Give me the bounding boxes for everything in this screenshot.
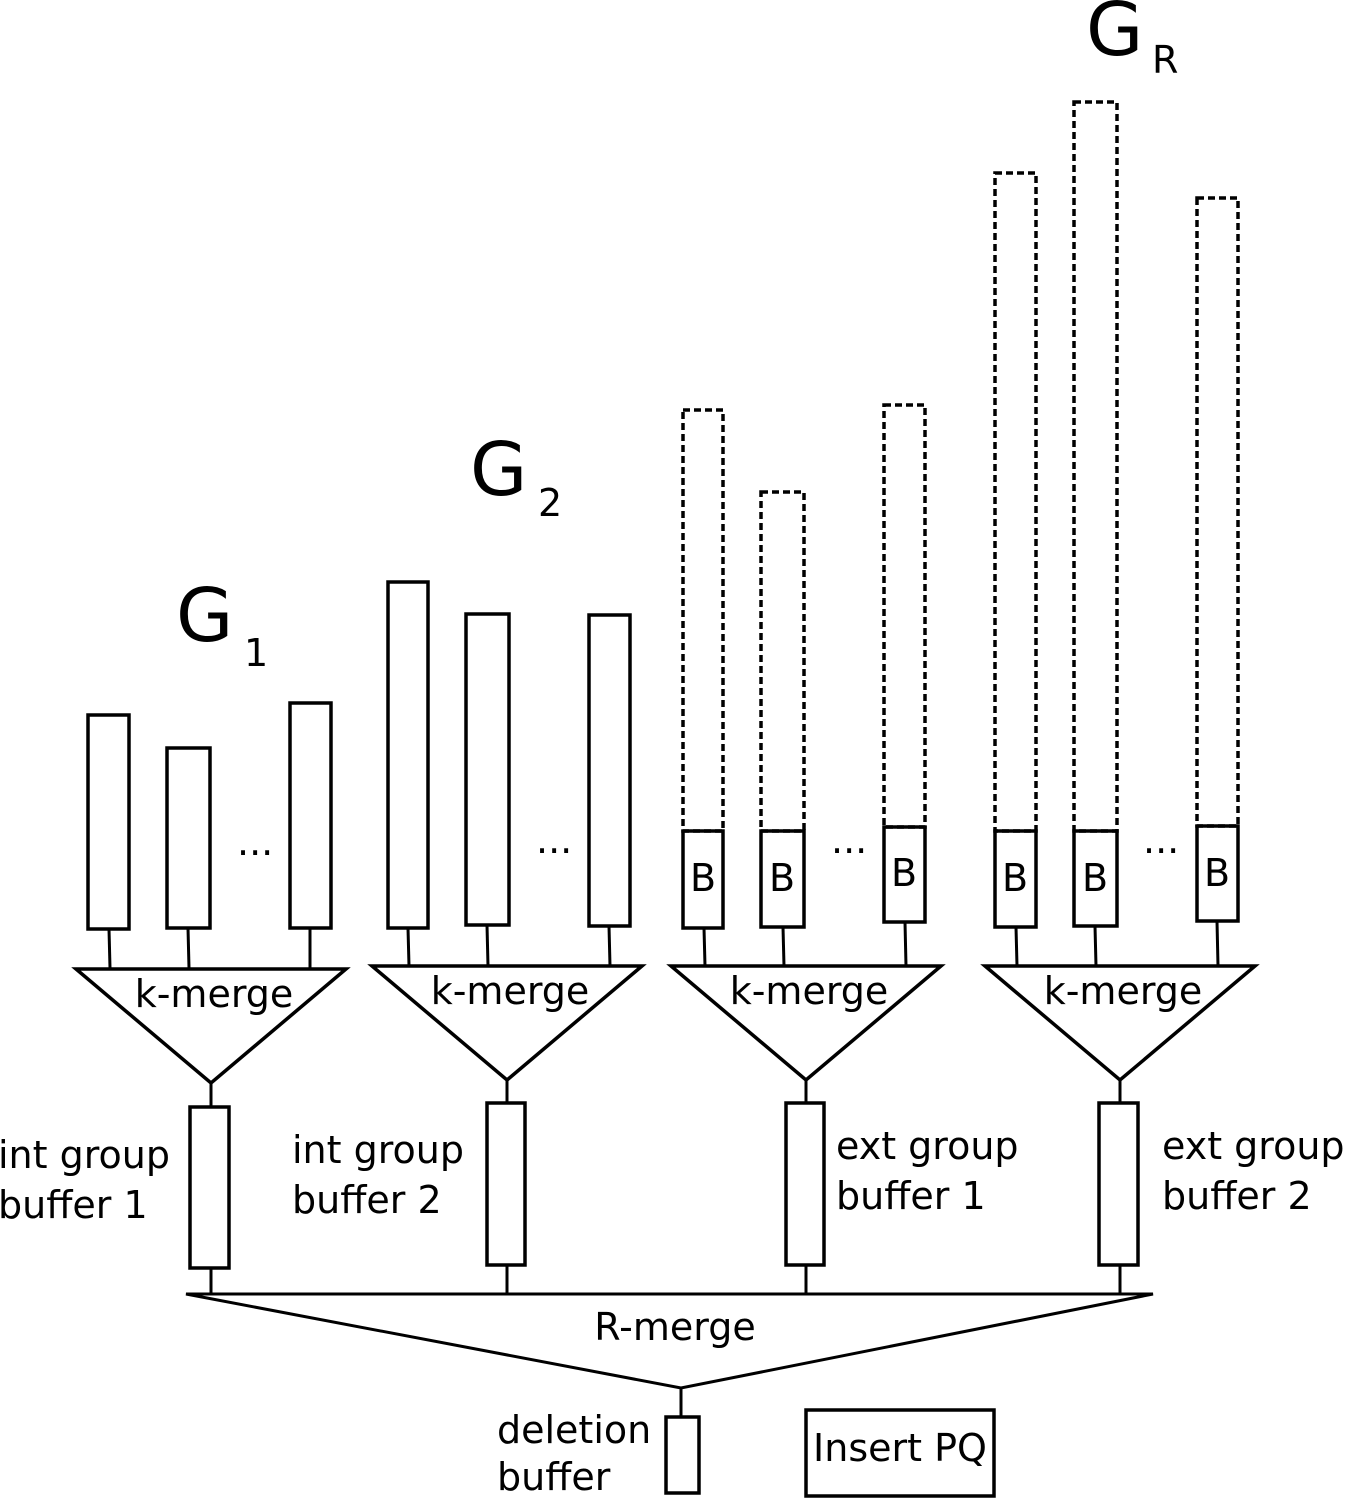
sequence-box: [288, 701, 333, 930]
group-index-g2: 2: [538, 481, 562, 525]
buffer-label-line2: buffer 1: [0, 1183, 148, 1227]
block-label: B: [690, 856, 716, 900]
insert-pq-box: [804, 1408, 996, 1498]
block-label: B: [891, 851, 917, 895]
group-letter-g1: G: [176, 573, 233, 659]
sequence-box: [165, 746, 212, 930]
kmerge-1: k-merge: [71, 967, 351, 1086]
group-index-gr: R: [1152, 38, 1178, 82]
block-label: B: [1082, 856, 1108, 900]
kmerge-label: k-merge: [1044, 969, 1203, 1013]
group-index-g1: 1: [244, 631, 268, 675]
buffer-box: [485, 1101, 527, 1267]
ellipsis: ...: [536, 818, 572, 862]
ext-group-buffer-1: ext group buffer 1: [784, 1080, 1019, 1294]
ext-group-2-sequences: B B B ...: [993, 100, 1240, 967]
group-letter-gr: G: [1086, 0, 1143, 73]
group-label-gr: G R: [1086, 0, 1178, 82]
connector: [107, 928, 112, 969]
ext-group-buffer-2: ext group buffer 2: [1097, 1080, 1345, 1294]
kmerge-label: k-merge: [431, 969, 590, 1013]
external-sequence-outline: [681, 408, 725, 833]
sequence-box: [587, 613, 632, 928]
ellipsis: ...: [237, 820, 273, 864]
external-sequence-outline: [1072, 100, 1119, 833]
rmerge-label: R-merge: [594, 1305, 755, 1349]
kmerge-triangle: [980, 964, 1260, 1083]
block-box: [882, 825, 927, 924]
connector: [406, 927, 411, 967]
rmerge-triangle: [185, 1292, 1154, 1390]
block-label: B: [769, 856, 795, 900]
group-2-sequences: ...: [386, 580, 632, 967]
sequence-box: [86, 713, 131, 931]
kmerge-2: k-merge: [367, 964, 647, 1083]
kmerge-label: k-merge: [135, 972, 294, 1016]
kmerge-label: k-merge: [730, 969, 889, 1013]
block-box: [759, 829, 806, 929]
deletion-buffer-label-line2: buffer: [497, 1455, 611, 1498]
buffer-box: [188, 1105, 231, 1270]
external-sequence-outline: [993, 171, 1038, 833]
kmerge-triangle: [666, 964, 946, 1083]
group-1-sequences: ...: [86, 701, 333, 969]
deletion-buffer: deletion buffer: [497, 1388, 701, 1498]
buffer-label-line1: int group: [0, 1133, 170, 1177]
connector: [186, 927, 191, 969]
connector: [485, 924, 490, 967]
kmerge-3: k-merge: [666, 964, 946, 1083]
deletion-buffer-box: [664, 1415, 701, 1495]
int-group-buffer-1: int group buffer 1: [0, 1083, 231, 1294]
ellipsis: ...: [831, 818, 867, 862]
external-sequence-outline: [759, 490, 806, 833]
sequence-box: [386, 580, 430, 930]
block-box: [993, 829, 1038, 929]
connector: [903, 921, 908, 967]
connector: [607, 925, 612, 967]
buffer-box: [784, 1101, 826, 1267]
kmerge-4: k-merge: [980, 964, 1260, 1083]
external-sequence-outline: [882, 403, 927, 829]
connector: [781, 926, 786, 967]
ext-group-1-sequences: B B B ...: [681, 403, 927, 967]
sequence-box: [464, 612, 511, 927]
buffer-label-line2: buffer 2: [1162, 1174, 1312, 1218]
buffer-label-line2: buffer 1: [836, 1174, 986, 1218]
buffer-label-line1: ext group: [836, 1124, 1019, 1168]
deletion-buffer-label-line1: deletion: [497, 1408, 651, 1452]
group-label-g1: G 1: [176, 573, 268, 675]
kmerge-triangle: [71, 967, 351, 1086]
group-label-g2: G 2: [470, 427, 562, 525]
connector: [1093, 925, 1098, 967]
buffer-box: [1097, 1101, 1140, 1267]
buffer-label-line2: buffer 2: [292, 1178, 442, 1222]
connector: [1014, 926, 1019, 967]
external-sequence-outline: [1195, 196, 1240, 828]
block-label: B: [1204, 851, 1230, 895]
block-label: B: [1002, 856, 1028, 900]
insert-pq: Insert PQ: [804, 1408, 996, 1498]
block-box: [681, 829, 725, 930]
kmerge-triangle: [367, 964, 647, 1083]
buffer-label-line1: ext group: [1162, 1124, 1345, 1168]
insert-pq-label: Insert PQ: [813, 1426, 987, 1470]
group-letter-g2: G: [470, 427, 527, 513]
ellipsis: ...: [1143, 818, 1179, 862]
rmerge: R-merge: [185, 1292, 1154, 1390]
connector: [1215, 920, 1220, 967]
int-group-buffer-2: int group buffer 2: [292, 1080, 527, 1294]
buffer-label-line1: int group: [292, 1128, 464, 1172]
connector: [702, 927, 707, 967]
